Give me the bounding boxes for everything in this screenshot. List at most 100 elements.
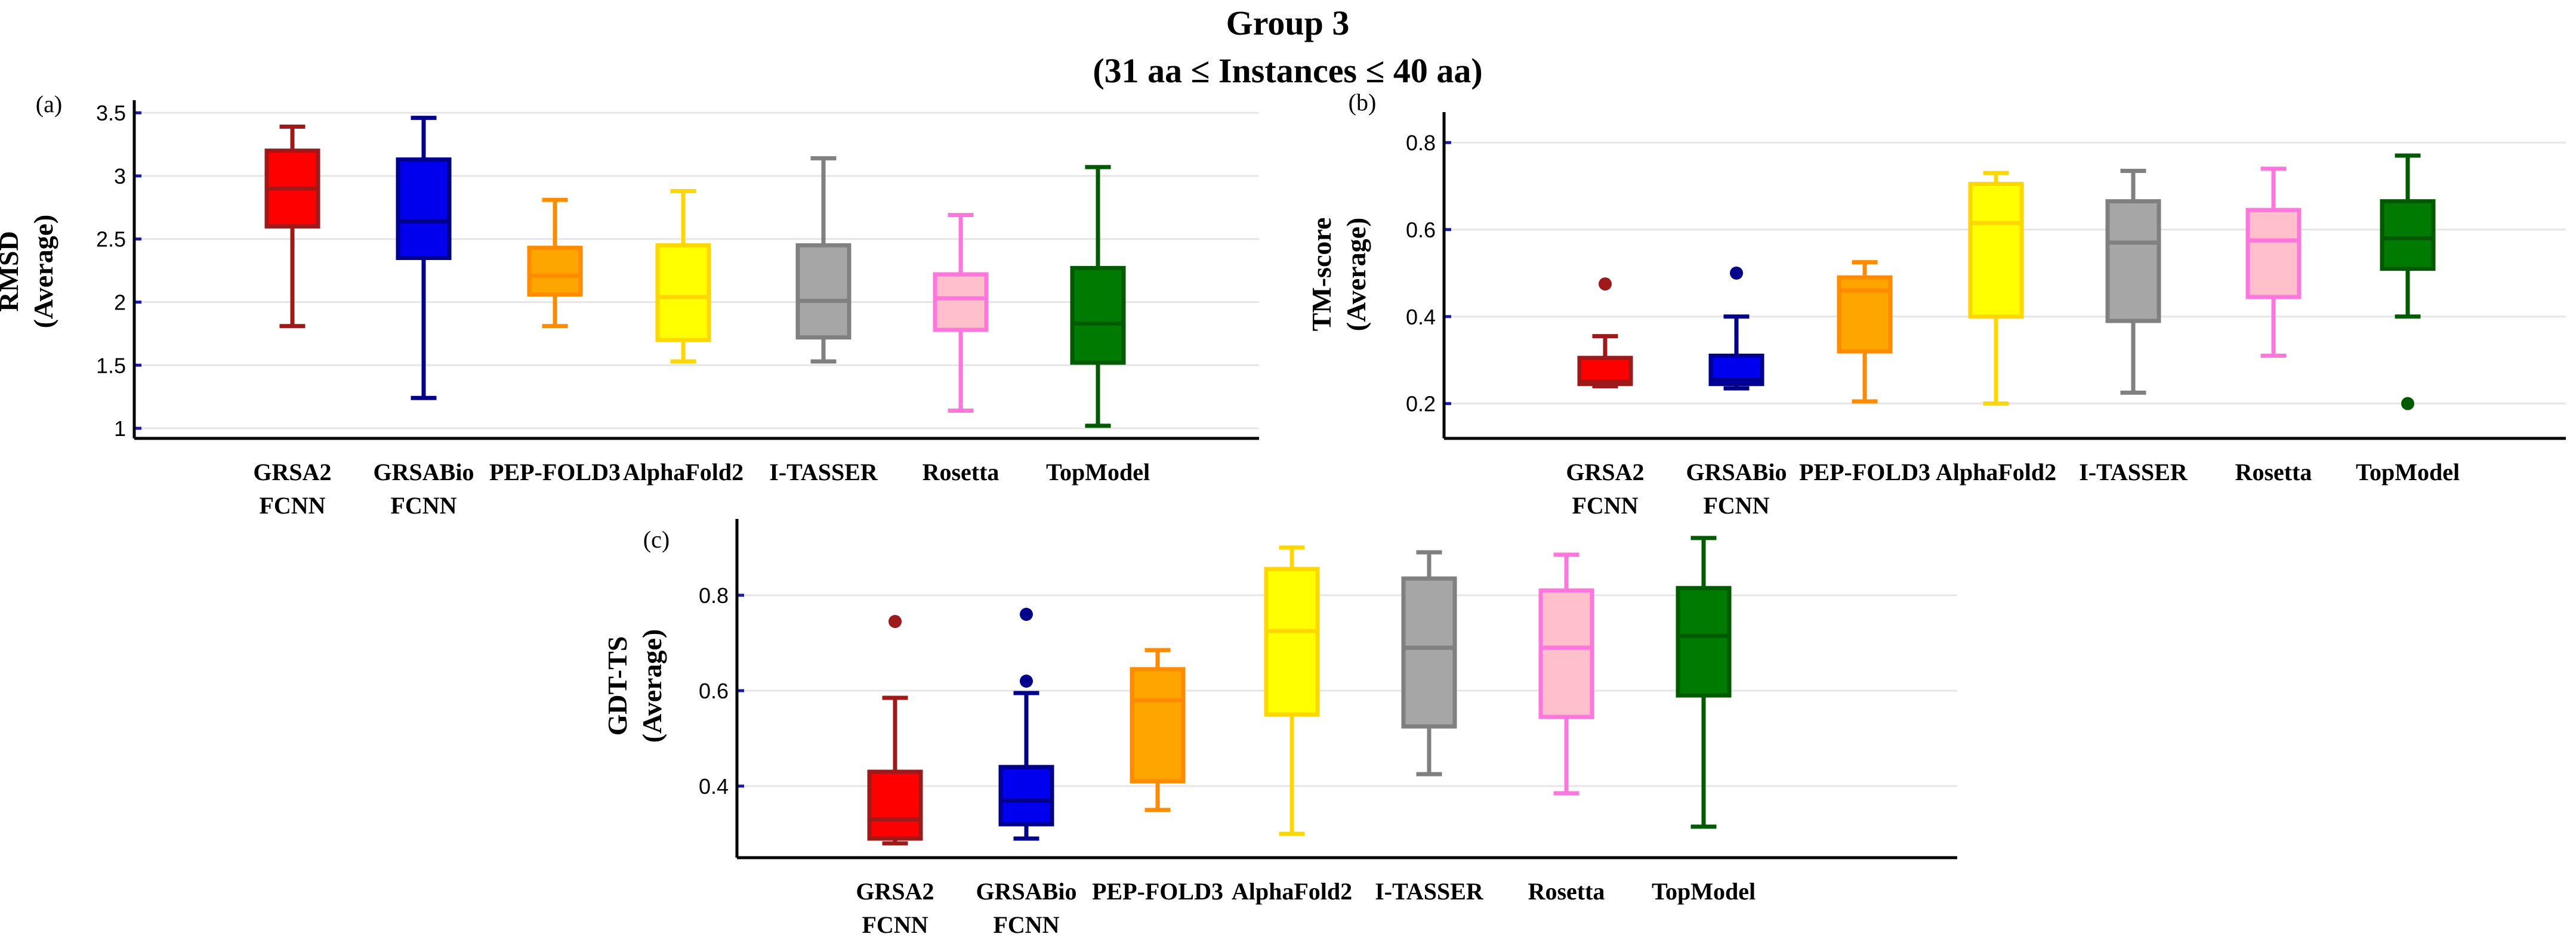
- x-tick-label: GRSABio: [374, 459, 474, 485]
- x-tick-label: GRSA2: [1566, 459, 1644, 485]
- y-tick-label: 0.8: [699, 583, 729, 608]
- box-i-tasser: [2105, 168, 2161, 395]
- box-grsa2-fcnn: [264, 124, 320, 329]
- y-axis-label-sub: (Average): [637, 629, 667, 743]
- iqr-box: [1968, 181, 2024, 319]
- box-grsabio-fcnn: [998, 608, 1054, 841]
- y-tick-label: 2: [114, 290, 126, 315]
- box-topmodel: [2380, 153, 2436, 410]
- y-tick-label: 3.5: [96, 101, 126, 125]
- y-axis-label-sub: (Average): [28, 215, 58, 329]
- box-grsa2-fcnn: [1577, 277, 1633, 388]
- iqr-box: [655, 243, 711, 342]
- iqr-box: [396, 157, 452, 260]
- iqr-box: [1070, 265, 1126, 365]
- iqr-box: [1676, 586, 1732, 698]
- x-tick-label: TopModel: [1652, 878, 1756, 905]
- x-tick-label: Rosetta: [2235, 459, 2312, 485]
- iqr-box: [867, 769, 923, 841]
- figure-title-line2: (31 aa ≤ Instances ≤ 40 aa): [1093, 51, 1482, 90]
- outlier-point: [1730, 266, 1743, 280]
- iqr-box: [2245, 208, 2302, 299]
- x-tick-label: Rosetta: [1528, 878, 1605, 905]
- y-tick-label: 0.2: [1406, 392, 1436, 416]
- outlier-point: [1020, 608, 1033, 621]
- box-grsabio-fcnn: [1708, 266, 1764, 391]
- box-i-tasser: [1401, 550, 1457, 777]
- box-pep-fold3: [1130, 648, 1186, 812]
- iqr-box: [1401, 576, 1457, 729]
- outlier-point: [2401, 397, 2414, 410]
- y-tick-label: 0.8: [1406, 131, 1436, 155]
- box-alphafold2: [1264, 545, 1320, 836]
- box-rosetta: [2245, 166, 2302, 358]
- y-tick-label: 1: [114, 416, 126, 441]
- box-grsa2-fcnn: [867, 615, 923, 846]
- iqr-box: [1264, 567, 1320, 717]
- x-tick-label: GRSA2: [253, 459, 331, 485]
- y-tick-label: 0.6: [699, 679, 729, 703]
- y-axis-label: GDT-TS: [602, 636, 633, 735]
- y-tick-label: 0.4: [699, 774, 729, 799]
- y-tick-label: 3: [114, 164, 126, 188]
- iqr-box: [998, 765, 1054, 827]
- x-tick-label: I-TASSER: [2079, 459, 2188, 485]
- y-axis-label-sub: (Average): [1341, 218, 1371, 332]
- x-tick-label: GRSA2: [856, 878, 934, 905]
- x-tick-label: GRSABio: [976, 878, 1077, 905]
- box-grsabio-fcnn: [396, 116, 452, 400]
- x-tick-label: PEP-FOLD3: [1092, 878, 1223, 905]
- y-axis-label: RMSD: [0, 231, 24, 311]
- y-tick-label: 2.5: [96, 227, 126, 252]
- iqr-box: [1538, 588, 1594, 719]
- outlier-point: [1599, 277, 1612, 291]
- box-pep-fold3: [527, 197, 583, 329]
- panel-c-gdt-ts: (c) GDT-TS (Average) 0.4 0.6 0.8 GRSA2 FCNN GRSA…: [602, 519, 1957, 937]
- panel-label: (b): [1349, 89, 1377, 116]
- iqr-box: [795, 243, 852, 340]
- x-tick-label: PEP-FOLD3: [1799, 459, 1930, 485]
- x-tick-label: I-TASSER: [769, 459, 878, 485]
- panel-label: (c): [643, 526, 670, 553]
- box-pep-fold3: [1837, 260, 1893, 404]
- iqr-box: [1577, 355, 1633, 386]
- y-tick-label: 0.6: [1406, 218, 1436, 242]
- x-tick-label: FCNN: [1703, 492, 1769, 519]
- box-topmodel: [1070, 165, 1126, 428]
- y-tick-label: 1.5: [96, 353, 126, 378]
- x-tick-label: AlphaFold2: [1936, 459, 2056, 485]
- panel-b-tm-score: (b) TM-score (Average) 0.2 0.4 0.6 0.8 GRSA2 FCN…: [1306, 89, 2566, 519]
- x-tick-label: FCNN: [390, 492, 456, 519]
- x-tick-label: GRSABio: [1686, 459, 1787, 485]
- x-tick-label: AlphaFold2: [1232, 878, 1352, 905]
- y-tick-label: 0.4: [1406, 305, 1436, 329]
- iqr-box: [2380, 199, 2436, 271]
- box-rosetta: [933, 213, 989, 413]
- iqr-box: [933, 272, 989, 332]
- box-topmodel: [1676, 536, 1732, 829]
- outlier-point: [889, 615, 902, 628]
- figure-title-line1: Group 3: [1226, 4, 1350, 42]
- panel-a-rmsd: (a) RMSD (Average) 1 1.5 2 2.5 3 3.5 GRSA2 FCNN GRS…: [0, 91, 1259, 519]
- box-alphafold2: [1968, 171, 2024, 406]
- x-tick-label: AlphaFold2: [623, 459, 744, 485]
- iqr-box: [527, 246, 583, 297]
- x-tick-label: TopModel: [1046, 459, 1150, 485]
- x-tick-label: I-TASSER: [1375, 878, 1484, 905]
- x-tick-label: PEP-FOLD3: [489, 459, 621, 485]
- x-tick-label: FCNN: [259, 492, 325, 519]
- box-alphafold2: [655, 188, 711, 364]
- box-rosetta: [1538, 552, 1594, 796]
- x-tick-label: FCNN: [1572, 492, 1638, 519]
- box-i-tasser: [795, 156, 852, 364]
- outlier-point: [1020, 675, 1033, 688]
- x-tick-label: TopModel: [2356, 459, 2460, 485]
- iqr-box: [2105, 199, 2161, 323]
- y-axis-label: TM-score: [1306, 218, 1337, 332]
- x-tick-label: Rosetta: [923, 459, 999, 485]
- panel-label: (a): [36, 91, 62, 117]
- x-tick-label: FCNN: [993, 911, 1059, 937]
- iqr-box: [1130, 667, 1186, 784]
- x-tick-label: FCNN: [862, 911, 928, 937]
